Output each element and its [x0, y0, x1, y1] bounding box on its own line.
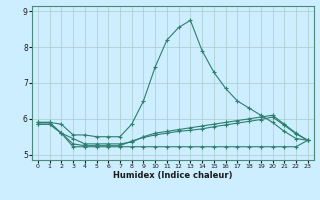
- X-axis label: Humidex (Indice chaleur): Humidex (Indice chaleur): [113, 171, 233, 180]
